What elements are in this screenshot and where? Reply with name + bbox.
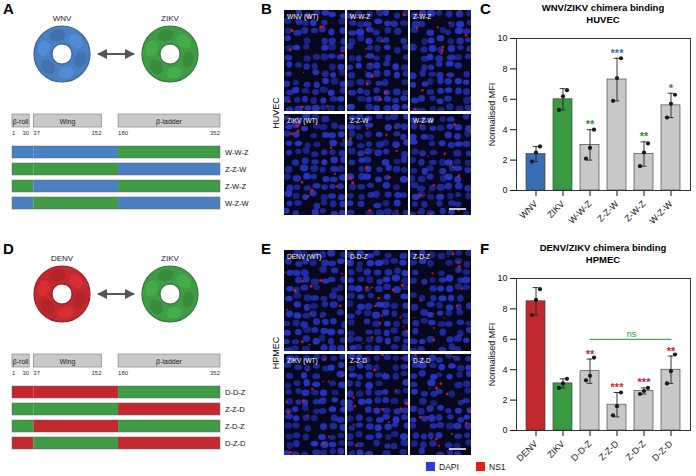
svg-text:D-D-Z: D-D-Z xyxy=(569,438,594,463)
svg-text:0: 0 xyxy=(502,425,507,435)
svg-text:β-roll: β-roll xyxy=(13,358,29,366)
svg-text:152: 152 xyxy=(91,370,102,376)
svg-text:NS1: NS1 xyxy=(489,462,506,472)
svg-text:W-W-Z: W-W-Z xyxy=(566,198,593,225)
svg-text:W-W-Z: W-W-Z xyxy=(350,13,370,20)
svg-text:Z-D-Z: Z-D-Z xyxy=(624,438,648,462)
svg-text:Wing: Wing xyxy=(59,118,75,126)
svg-text:Z-Z-D: Z-Z-D xyxy=(225,405,245,414)
svg-text:Z-D-Z: Z-D-Z xyxy=(225,422,245,431)
svg-text:Z-D-Z: Z-D-Z xyxy=(413,253,430,260)
svg-text:WNV: WNV xyxy=(53,14,72,23)
svg-text:**: ** xyxy=(586,118,595,130)
svg-text:8: 8 xyxy=(502,64,507,74)
svg-text:Wing: Wing xyxy=(59,358,75,366)
svg-text:Normalised MFI: Normalised MFI xyxy=(487,323,497,387)
svg-text:2: 2 xyxy=(502,155,507,165)
svg-text:β-ladder: β-ladder xyxy=(156,118,182,126)
svg-text:C: C xyxy=(480,0,491,17)
svg-text:37: 37 xyxy=(33,130,40,136)
svg-text:E: E xyxy=(261,240,271,257)
svg-text:WNV (WT): WNV (WT) xyxy=(287,13,318,21)
html-text:WNV/ZIKV chimera binding: WNV/ZIKV chimera binding xyxy=(541,2,665,13)
html-text:HPMEC: HPMEC xyxy=(585,254,621,265)
svg-text:B: B xyxy=(261,0,272,17)
svg-text:W-Z-W: W-Z-W xyxy=(225,199,250,208)
svg-text:WNV: WNV xyxy=(518,199,540,221)
svg-text:W-W-Z: W-W-Z xyxy=(225,148,249,157)
svg-text:ZIKV (WT): ZIKV (WT) xyxy=(287,357,318,365)
svg-text:DENV (WT): DENV (WT) xyxy=(287,253,321,261)
svg-text:W-Z-W: W-Z-W xyxy=(647,198,674,225)
html-text:DENV/ZIKV chimera binding: DENV/ZIKV chimera binding xyxy=(539,242,667,253)
svg-text:ZIKV (WT): ZIKV (WT) xyxy=(287,117,318,125)
svg-text:30: 30 xyxy=(22,370,29,376)
svg-text:180: 180 xyxy=(118,370,129,376)
svg-text:D: D xyxy=(3,240,14,257)
svg-text:6: 6 xyxy=(502,334,507,344)
svg-text:180: 180 xyxy=(118,130,129,136)
svg-text:4: 4 xyxy=(502,125,507,135)
svg-text:D-Z-D: D-Z-D xyxy=(413,357,431,364)
svg-text:Z-W-Z: Z-W-Z xyxy=(413,13,431,20)
svg-text:A: A xyxy=(3,0,14,17)
svg-text:DENV: DENV xyxy=(51,254,74,263)
svg-text:ZIKV: ZIKV xyxy=(161,254,179,263)
svg-text:***: *** xyxy=(611,47,625,59)
svg-text:37: 37 xyxy=(33,370,40,376)
svg-text:352: 352 xyxy=(210,130,221,136)
svg-text:ZIKV: ZIKV xyxy=(161,14,179,23)
svg-text:0: 0 xyxy=(502,185,507,195)
svg-text:D-D-Z: D-D-Z xyxy=(225,388,246,397)
svg-text:**: ** xyxy=(640,130,649,142)
svg-text:HPMEC: HPMEC xyxy=(271,336,281,369)
svg-text:Z-W-Z: Z-W-Z xyxy=(225,182,247,191)
svg-text:***: *** xyxy=(638,376,652,388)
svg-text:4: 4 xyxy=(502,365,507,375)
svg-text:152: 152 xyxy=(91,130,102,136)
svg-text:ZIKV: ZIKV xyxy=(545,439,566,460)
svg-text:6: 6 xyxy=(502,94,507,104)
svg-text:10: 10 xyxy=(497,33,507,43)
svg-text:β-ladder: β-ladder xyxy=(156,358,182,366)
svg-text:D-D-Z: D-D-Z xyxy=(350,253,368,260)
svg-text:Z-Z-D: Z-Z-D xyxy=(597,438,621,462)
svg-text:Z-W-Z: Z-W-Z xyxy=(622,198,647,223)
svg-text:D-Z-D: D-Z-D xyxy=(225,439,246,448)
svg-text:DENV: DENV xyxy=(515,439,540,464)
svg-text:1: 1 xyxy=(12,130,16,136)
svg-text:***: *** xyxy=(611,381,625,393)
svg-text:1: 1 xyxy=(12,370,16,376)
svg-text:D-Z-D: D-Z-D xyxy=(650,438,675,463)
svg-text:Z-Z-W: Z-Z-W xyxy=(225,165,247,174)
svg-text:DAPI: DAPI xyxy=(439,462,459,472)
svg-text:β-roll: β-roll xyxy=(13,118,29,126)
svg-text:30: 30 xyxy=(22,130,29,136)
svg-text:8: 8 xyxy=(502,304,507,314)
svg-text:Z-Z-W: Z-Z-W xyxy=(350,117,369,124)
svg-text:*: * xyxy=(669,82,674,94)
html-text:HUVEC: HUVEC xyxy=(586,14,620,25)
svg-text:**: ** xyxy=(667,345,676,357)
svg-text:Normalised MFI: Normalised MFI xyxy=(487,83,497,147)
svg-text:2: 2 xyxy=(502,395,507,405)
svg-text:HUVEC: HUVEC xyxy=(271,97,281,129)
svg-text:Z-Z-W: Z-Z-W xyxy=(595,198,620,223)
svg-text:10: 10 xyxy=(497,273,507,283)
svg-text:ns: ns xyxy=(627,329,637,339)
svg-text:W-Z-W: W-Z-W xyxy=(413,117,434,124)
svg-text:F: F xyxy=(480,240,489,257)
svg-text:Z-Z-D: Z-Z-D xyxy=(350,357,367,364)
svg-text:**: ** xyxy=(586,348,595,360)
svg-text:ZIKV: ZIKV xyxy=(545,199,566,220)
svg-text:352: 352 xyxy=(210,370,221,376)
